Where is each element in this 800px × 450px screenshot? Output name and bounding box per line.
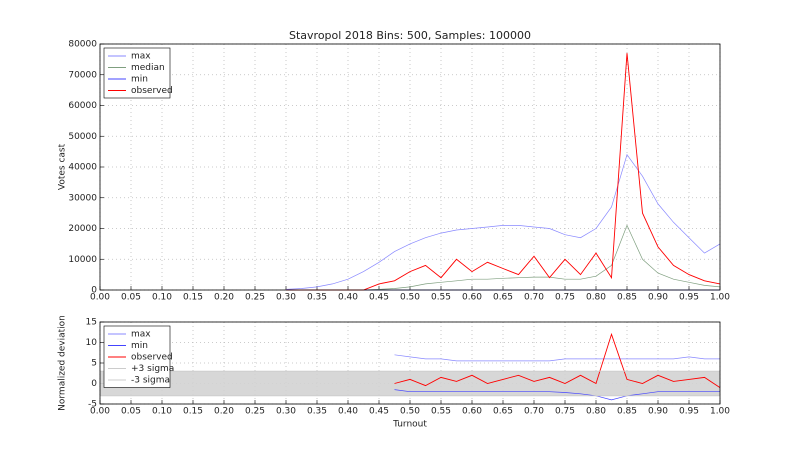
x-tick-label: 0.70 [524,407,544,417]
y-tick-label: 10000 [68,255,97,265]
x-tick-label: 0.50 [400,407,420,417]
x-tick-label: 0.15 [183,407,203,417]
x-tick-label: 0.00 [90,293,110,303]
y-tick-label: 0 [91,379,97,389]
x-tick-label: 0.95 [679,407,699,417]
x-tick-label: 0.60 [462,293,482,303]
x-tick-label: 0.35 [307,293,327,303]
x-tick-label: 0.65 [493,293,513,303]
x-tick-label: 0.20 [214,407,234,417]
x-tick-label: 0.30 [276,293,296,303]
y-tick-label: 10 [86,338,98,348]
legend-label: -3 sigma [131,376,170,386]
x-tick-label: 0.05 [121,293,141,303]
x-tick-label: 0.60 [462,407,482,417]
x-tick-label: 0.85 [617,293,637,303]
x-tick-label: 0.55 [431,407,451,417]
series-line [285,153,721,290]
x-tick-label: 0.20 [214,293,234,303]
legend-label: observed [131,86,173,96]
y-tick-label: 70000 [68,70,97,80]
x-tick-label: 0.15 [183,293,203,303]
legend-label: min [131,75,148,85]
y-tick-label: 15 [86,318,97,328]
y-tick-label: 0 [91,286,97,296]
x-tick-label: 0.40 [338,293,358,303]
x-tick-label: 0.25 [245,407,265,417]
legend-label: +3 sigma [131,364,174,374]
x-tick-label: 1.00 [710,407,730,417]
x-tick-label: 0.40 [338,407,358,417]
x-tick-label: 0.90 [648,407,668,417]
x-tick-label: 1.00 [710,293,730,303]
y-axis-label: Votes cast [58,143,68,190]
y-tick-label: 20000 [68,224,97,234]
x-tick-label: 0.65 [493,407,513,417]
legend-label: max [131,52,151,62]
sigma-band [100,371,720,396]
legend-label: observed [131,353,173,363]
legend-label: median [131,63,165,73]
chart-title: Stavropol 2018 Bins: 500, Samples: 10000… [289,29,531,42]
x-tick-label: 0.55 [431,293,451,303]
x-tick-label: 0.45 [369,407,389,417]
legend-label: min [131,341,148,351]
y-tick-label: 80000 [68,40,97,50]
y-tick-label: 60000 [68,101,97,111]
series-line [394,332,721,388]
y-tick-label: 5 [91,359,97,369]
y-tick-label: 30000 [68,193,97,203]
x-axis-label: Turnout [392,420,427,430]
x-tick-label: 0.90 [648,293,668,303]
x-tick-label: 0.95 [679,293,699,303]
x-tick-label: 0.75 [555,293,575,303]
x-tick-label: 0.25 [245,293,265,303]
y-tick-label: 40000 [68,163,97,173]
x-tick-label: 0.35 [307,407,327,417]
x-tick-label: 0.50 [400,293,420,303]
x-tick-label: 0.75 [555,407,575,417]
x-tick-label: 0.30 [276,407,296,417]
x-tick-label: 0.10 [152,293,172,303]
x-tick-label: 0.70 [524,293,544,303]
y-axis-label: Normalized deviation [58,315,68,411]
x-tick-label: 0.00 [90,407,110,417]
plot-frame [99,43,721,291]
series-line [394,389,720,401]
x-tick-label: 0.85 [617,407,637,417]
x-tick-label: 0.80 [586,407,606,417]
legend-label: max [131,330,151,340]
x-tick-label: 0.45 [369,293,389,303]
series-line [394,354,720,362]
y-tick-label: 50000 [68,132,97,142]
x-tick-label: 0.10 [152,407,172,417]
plot-frame [99,321,721,405]
x-tick-label: 0.80 [586,293,606,303]
y-tick-label: -5 [88,400,97,410]
x-tick-label: 0.05 [121,407,141,417]
